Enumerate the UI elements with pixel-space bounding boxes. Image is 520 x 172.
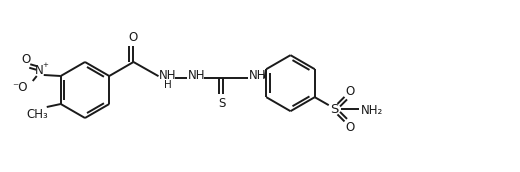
Text: O: O — [345, 85, 354, 98]
Text: H: H — [164, 80, 172, 90]
Text: NH: NH — [249, 69, 266, 82]
Text: NH: NH — [159, 69, 176, 82]
Text: O: O — [21, 52, 30, 66]
Text: N: N — [34, 63, 43, 77]
Text: O: O — [129, 30, 138, 44]
Text: S: S — [218, 97, 225, 110]
Text: +: + — [42, 62, 48, 68]
Text: NH₂: NH₂ — [361, 104, 383, 117]
Text: O: O — [345, 121, 354, 134]
Text: S: S — [331, 103, 339, 116]
Text: CH₃: CH₃ — [26, 109, 48, 121]
Text: ⁻O: ⁻O — [12, 80, 28, 94]
Text: NH: NH — [188, 69, 205, 82]
